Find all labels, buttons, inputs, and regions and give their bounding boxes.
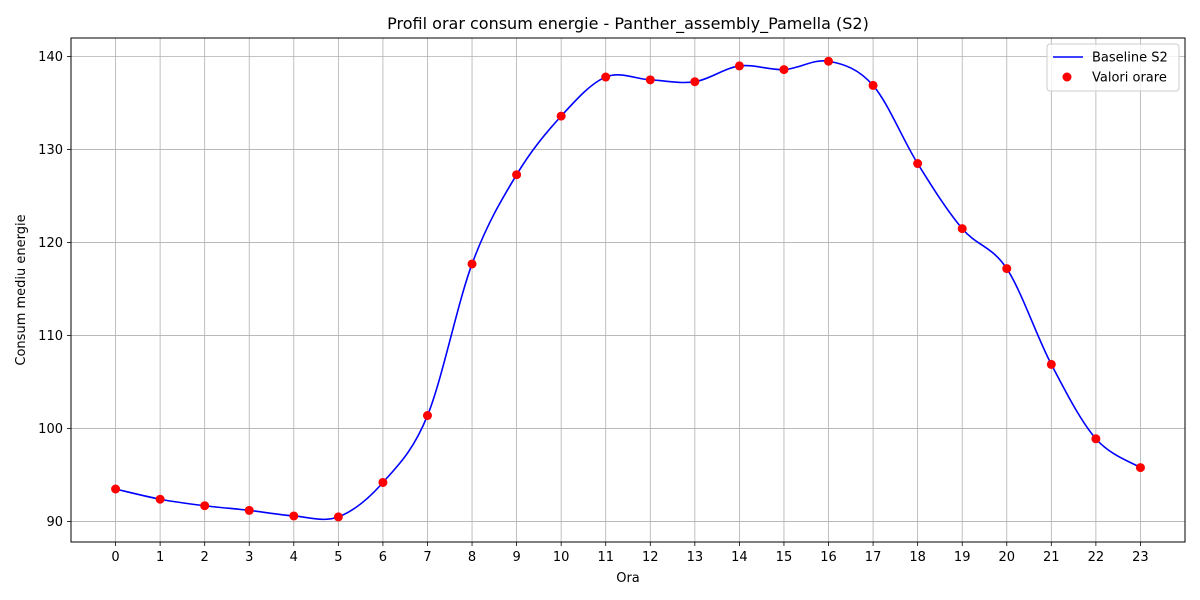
x-axis-ticks: 0 1 2 3 4 5 6 7 8 9 10 11 12 13 14 15 16 17 18 19 20 21 22 23: [111, 542, 1149, 565]
scatter-point: [244, 505, 254, 515]
grid: [71, 38, 1185, 542]
scatter-point: [734, 61, 744, 71]
scatter-point: [1046, 359, 1056, 369]
scatter-point: [512, 170, 522, 180]
y-tick-label: 110: [38, 329, 63, 344]
x-tick-label: 22: [1088, 550, 1105, 565]
x-tick-label: 13: [687, 550, 704, 565]
scatter-point: [111, 484, 121, 494]
scatter-point: [1002, 264, 1012, 274]
plot-frame: [70, 37, 1186, 543]
x-tick-label: 1: [156, 550, 164, 565]
x-tick-label: 0: [111, 550, 119, 565]
legend-scatter-swatch: [1062, 72, 1072, 82]
x-tick-label: 4: [290, 550, 298, 565]
legend: Baseline S2 Valori orare: [1046, 43, 1180, 92]
y-tick-label: 130: [38, 143, 63, 158]
scatter-point: [913, 159, 923, 169]
x-tick-label: 20: [998, 550, 1015, 565]
x-tick-label: 7: [423, 550, 431, 565]
y-axis-ticks: 90 100 110 120 130 140: [38, 50, 71, 530]
scatter-points-group: [111, 56, 1145, 522]
scatter-point: [645, 75, 655, 85]
legend-entry-hourly: Valori orare: [1092, 71, 1167, 86]
chart-title: Profil orar consum energie - Panther_ass…: [387, 14, 869, 34]
scatter-point: [779, 65, 789, 75]
y-tick-label: 140: [38, 50, 63, 65]
scatter-point: [155, 494, 165, 504]
x-tick-label: 3: [245, 550, 253, 565]
x-tick-label: 9: [512, 550, 520, 565]
scatter-point: [422, 411, 432, 421]
x-tick-label: 6: [379, 550, 387, 565]
x-tick-label: 15: [776, 550, 793, 565]
legend-box: [1046, 43, 1180, 92]
y-axis-label: Consum mediu energie: [14, 214, 29, 365]
legend-entry-baseline: Baseline S2: [1092, 51, 1168, 66]
x-tick-label: 14: [731, 550, 748, 565]
scatter-point: [289, 511, 299, 521]
scatter-point: [333, 512, 343, 522]
scatter-point: [601, 72, 611, 82]
y-tick-label: 100: [38, 422, 63, 437]
x-tick-label: 2: [201, 550, 209, 565]
x-tick-label: 12: [642, 550, 659, 565]
x-tick-label: 5: [334, 550, 342, 565]
scatter-point: [957, 224, 967, 234]
scatter-point: [467, 259, 477, 269]
x-tick-label: 23: [1132, 550, 1149, 565]
x-tick-label: 18: [909, 550, 926, 565]
scatter-point: [690, 77, 700, 87]
scatter-point: [868, 80, 878, 90]
x-axis-label: Ora: [616, 571, 640, 586]
series-line-baseline-s2: [115, 60, 1141, 521]
scatter-point: [824, 56, 834, 66]
y-tick-label: 120: [38, 236, 63, 251]
x-tick-label: 17: [865, 550, 882, 565]
series-line-group: [115, 60, 1141, 521]
x-tick-label: 21: [1043, 550, 1060, 565]
x-tick-label: 8: [468, 550, 476, 565]
scatter-point: [1135, 463, 1145, 473]
x-tick-label: 10: [553, 550, 570, 565]
scatter-point: [556, 111, 566, 121]
scatter-point: [1091, 434, 1101, 444]
x-tick-label: 11: [597, 550, 614, 565]
x-tick-label: 19: [954, 550, 971, 565]
scatter-point: [200, 501, 210, 511]
y-tick-label: 90: [46, 515, 63, 530]
scatter-point: [378, 477, 388, 487]
x-tick-label: 16: [820, 550, 837, 565]
